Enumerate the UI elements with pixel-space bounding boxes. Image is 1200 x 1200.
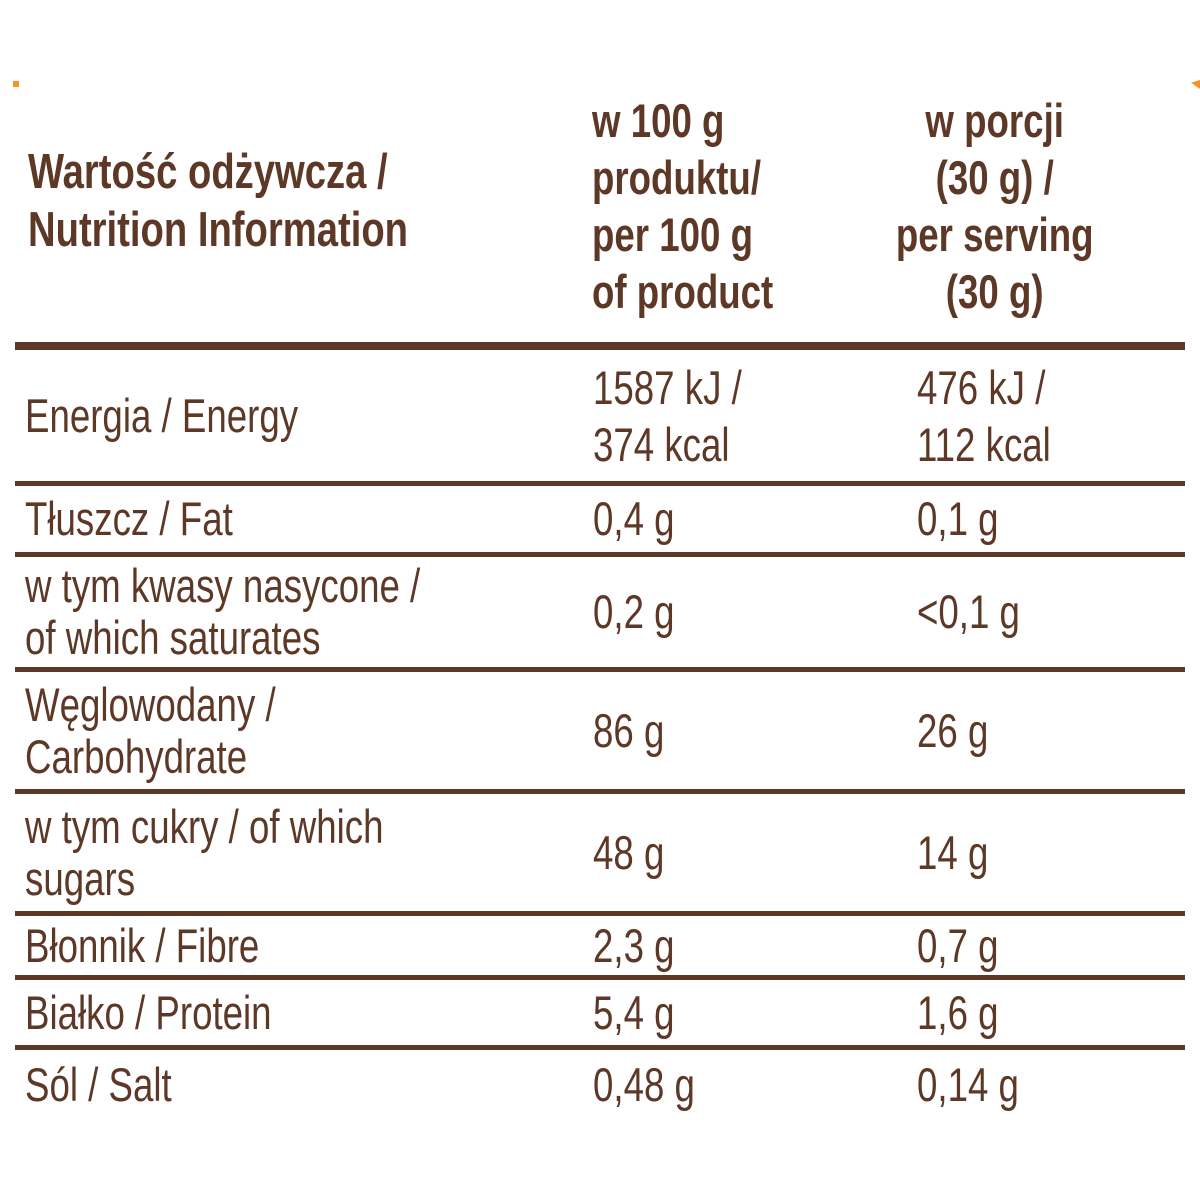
row-label-text: Energia / Energy bbox=[25, 388, 299, 442]
value-per-100g-text: 86 g bbox=[593, 703, 665, 757]
value-per-serving: 1,6 g bbox=[917, 985, 1185, 1039]
value-per-100g-text: 0,4 g bbox=[593, 492, 675, 545]
row-label: w tym cukry / of which sugars bbox=[15, 799, 593, 905]
row-label: w tym kwasy nasycone / of which saturate… bbox=[15, 560, 593, 664]
table-row-energy: Energia / Energy 1587 kJ / 374 kcal 476 … bbox=[15, 350, 1185, 486]
row-label: Tłuszcz / Fat bbox=[15, 493, 593, 545]
value-per-100g: 0,48 g bbox=[593, 1059, 917, 1111]
value-per-serving: <0,1 g bbox=[917, 586, 1185, 638]
table-title-text: Wartość odżywcza / Nutrition Information bbox=[28, 145, 409, 257]
header-separator-rule bbox=[15, 342, 1185, 350]
column-header-per-100g: w 100 g produktu/ per 100 g of product bbox=[592, 92, 824, 320]
table-row-sugars: w tym cukry / of which sugars 48 g 14 g bbox=[15, 794, 1185, 916]
row-label-text: w tym kwasy nasycone / of which saturate… bbox=[25, 559, 421, 664]
value-per-serving-text: 0,14 g bbox=[917, 1058, 1019, 1111]
nutrition-table: Energia / Energy 1587 kJ / 374 kcal 476 … bbox=[15, 342, 1185, 1120]
row-label: Białko / Protein bbox=[15, 985, 593, 1039]
column-header-per-serving-text: w porcji (30 g) / per serving (30 g) bbox=[896, 94, 1094, 318]
table-row-protein: Białko / Protein 5,4 g 1,6 g bbox=[15, 980, 1185, 1050]
table-title: Wartość odżywcza / Nutrition Information bbox=[28, 143, 515, 259]
row-label-text: Białko / Protein bbox=[25, 985, 272, 1039]
row-label: Błonnik / Fibre bbox=[15, 918, 593, 972]
value-per-serving: 476 kJ / 112 kcal bbox=[917, 359, 1185, 473]
value-per-serving: 0,1 g bbox=[917, 493, 1185, 545]
value-per-100g-text: 5,4 g bbox=[593, 985, 675, 1039]
table-row-saturates: w tym kwasy nasycone / of which saturate… bbox=[15, 557, 1185, 672]
value-per-100g-text: 1587 kJ / 374 kcal bbox=[593, 360, 742, 471]
value-per-100g: 0,2 g bbox=[593, 586, 917, 638]
row-label: Węglowodany / Carbohydrate bbox=[15, 677, 593, 783]
row-label-text: Błonnik / Fibre bbox=[25, 918, 260, 972]
value-per-serving-text: 1,6 g bbox=[917, 985, 999, 1039]
table-row-salt: Sól / Salt 0,48 g 0,14 g bbox=[15, 1050, 1185, 1120]
row-label-text: Węglowodany / Carbohydrate bbox=[25, 677, 276, 783]
row-label-text: Sól / Salt bbox=[25, 1058, 172, 1111]
row-label-text: Tłuszcz / Fat bbox=[25, 492, 233, 545]
column-header-per-100g-text: w 100 g produktu/ per 100 g of product bbox=[592, 94, 774, 318]
value-per-100g: 48 g bbox=[593, 825, 917, 879]
column-header-per-serving: w porcji (30 g) / per serving (30 g) bbox=[858, 92, 1132, 320]
value-per-100g-text: 0,48 g bbox=[593, 1058, 695, 1111]
table-row-fibre: Błonnik / Fibre 2,3 g 0,7 g bbox=[15, 916, 1185, 980]
value-per-100g: 2,3 g bbox=[593, 918, 917, 972]
row-label: Energia / Energy bbox=[15, 388, 593, 442]
value-per-100g: 1587 kJ / 374 kcal bbox=[593, 359, 917, 473]
value-per-serving: 26 g bbox=[917, 703, 1185, 757]
value-per-100g: 0,4 g bbox=[593, 493, 917, 545]
value-per-100g-text: 0,2 g bbox=[593, 585, 675, 638]
table-row-carbohydrate: Węglowodany / Carbohydrate 86 g 26 g bbox=[15, 672, 1185, 794]
value-per-serving-text: 14 g bbox=[917, 825, 989, 879]
row-label-text: w tym cukry / of which sugars bbox=[25, 799, 384, 905]
value-per-serving-text: 0,1 g bbox=[917, 492, 999, 545]
value-per-serving: 0,7 g bbox=[917, 918, 1185, 972]
value-per-serving: 14 g bbox=[917, 825, 1185, 879]
value-per-serving: 0,14 g bbox=[917, 1059, 1185, 1111]
value-per-100g-text: 48 g bbox=[593, 825, 665, 879]
value-per-serving-text: 26 g bbox=[917, 703, 989, 757]
orange-corner-artifact-right bbox=[1191, 80, 1200, 89]
table-row-fat: Tłuszcz / Fat 0,4 g 0,1 g bbox=[15, 486, 1185, 557]
value-per-100g: 86 g bbox=[593, 703, 917, 757]
value-per-100g: 5,4 g bbox=[593, 985, 917, 1039]
row-label: Sól / Salt bbox=[15, 1059, 593, 1111]
orange-corner-artifact-left bbox=[13, 81, 19, 87]
value-per-serving-text: <0,1 g bbox=[917, 585, 1020, 638]
value-per-100g-text: 2,3 g bbox=[593, 918, 675, 972]
value-per-serving-text: 476 kJ / 112 kcal bbox=[917, 360, 1051, 471]
value-per-serving-text: 0,7 g bbox=[917, 918, 999, 972]
